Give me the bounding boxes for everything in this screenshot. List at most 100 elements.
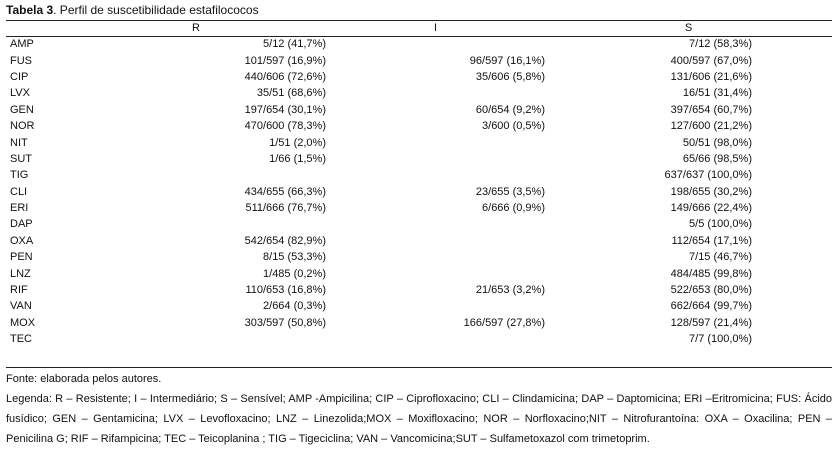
s-cell: 522/653 (80,0%) — [670, 284, 752, 297]
drug-cell: OXA — [10, 234, 34, 247]
s-cell: 662/664 (99,7%) — [670, 300, 752, 313]
i-cell — [326, 249, 545, 265]
r-cell: 1/51 (2,0%) — [269, 136, 326, 149]
r-cell: 110/653 (16,8%) — [245, 284, 326, 297]
i-cell — [326, 36, 545, 52]
r-cell — [66, 216, 326, 232]
drug-cell: TEC — [10, 333, 32, 346]
s-cell: 7/15 (46,7%) — [689, 251, 752, 264]
table-row: NOR 470/600 (78,3%) 3/600 (0,5%) 127/600 (2… — [6, 118, 832, 134]
s-cell: 484/485 (99,8%) — [670, 267, 752, 280]
s-cell: 637/637 (100,0%) — [664, 169, 752, 182]
r-cell: 5/12 (41,7%) — [263, 38, 326, 51]
drug-cell: TIG — [10, 169, 29, 182]
s-cell: 5/5 (100,0%) — [689, 218, 752, 231]
drug-cell: PEN — [10, 251, 33, 264]
r-cell: 197/654 (30,1%) — [244, 103, 326, 116]
table-row: TIG 637/637 (100,0%) — [6, 167, 832, 183]
drug-cell: AMP — [10, 38, 34, 51]
drug-cell: GEN — [10, 103, 34, 116]
i-cell — [326, 298, 545, 314]
s-cell: 7/12 (58,3%) — [689, 38, 752, 51]
r-cell: 2/664 (0,3%) — [263, 300, 326, 313]
s-cell: 112/654 (17,1%) — [671, 234, 752, 247]
drug-cell: LVX — [10, 87, 30, 100]
r-cell — [66, 331, 326, 347]
r-cell: 542/654 (82,9%) — [244, 234, 326, 247]
r-cell: 303/597 (50,8%) — [244, 316, 326, 329]
i-cell — [326, 331, 545, 347]
column-header-s: S — [684, 22, 693, 34]
r-cell: 35/51 (68,6%) — [256, 87, 326, 100]
i-cell — [326, 151, 545, 167]
s-cell: 16/51 (31,4%) — [682, 87, 752, 100]
table-row: SUT 1/66 (1,5%) 65/66 (98,5%) — [6, 151, 832, 167]
s-cell: 400/597 (67,0%) — [670, 54, 752, 67]
drug-cell: NIT — [10, 136, 28, 149]
table-row: TEC 7/7 (100,0%) — [6, 331, 832, 347]
i-cell — [326, 216, 545, 232]
i-cell: 166/597 (27,8%) — [463, 316, 545, 329]
table-row: CLI 434/655 (66,3%) 23/655 (3,5%) 198/655 (… — [6, 184, 832, 200]
s-cell: 127/600 (21,2%) — [670, 120, 752, 133]
table-row: CIP 440/606 (72,6%) 35/606 (5,8%) 131/606 (… — [6, 69, 832, 85]
table-row: ERI 511/666 (76,7%) 6/666 (0,9%) 149/666 (2… — [6, 200, 832, 216]
table-number: Tabela 3 — [6, 3, 54, 17]
s-cell: 65/66 (98,5%) — [682, 152, 752, 165]
r-cell: 1/485 (0,2%) — [263, 267, 326, 280]
bottom-rule — [6, 367, 832, 368]
r-cell: 470/600 (78,3%) — [244, 120, 326, 133]
table-row: DAP 5/5 (100,0%) — [6, 216, 832, 232]
table-title: . Perfil de suscetibilidade estafilococo… — [53, 3, 259, 17]
drug-cell: DAP — [10, 218, 33, 231]
s-cell: 149/666 (22,4%) — [670, 202, 752, 215]
drug-cell: RIF — [10, 284, 28, 297]
table-caption: Tabela 3. Perfil de suscetibilidade esta… — [6, 3, 259, 18]
i-cell: 23/655 (3,5%) — [475, 185, 545, 198]
column-header-i: I — [433, 22, 438, 34]
r-cell: 440/606 (72,6%) — [244, 70, 326, 83]
i-cell — [326, 233, 545, 249]
header-rule — [6, 36, 832, 37]
drug-cell: LNZ — [10, 267, 31, 280]
table-row: MOX 303/597 (50,8%) 166/597 (27,8%) 128/597… — [6, 315, 832, 331]
r-cell: 1/66 (1,5%) — [269, 152, 326, 165]
r-cell: 434/655 (66,3%) — [244, 185, 326, 198]
s-cell: 131/606 (21,6%) — [670, 70, 752, 83]
r-cell: 8/15 (53,3%) — [263, 251, 326, 264]
i-cell: 3/600 (0,5%) — [482, 120, 545, 133]
s-cell: 128/597 (21,4%) — [670, 316, 752, 329]
table-row: AMP 5/12 (41,7%) 7/12 (58,3%) — [6, 36, 832, 52]
r-cell: 101/597 (16,9%) — [244, 54, 326, 67]
drug-cell: ERI — [10, 202, 29, 215]
header-row: R I S — [6, 21, 832, 36]
drug-cell: NOR — [10, 120, 35, 133]
table-row: OXA 542/654 (82,9%) 112/654 (17,1%) — [6, 233, 832, 249]
table-row: LVX 35/51 (68,6%) 16/51 (31,4%) — [6, 85, 832, 101]
i-cell — [326, 167, 545, 183]
s-cell: 397/654 (60,7%) — [670, 103, 752, 116]
drug-cell: CLI — [10, 185, 28, 198]
i-cell — [326, 134, 545, 150]
table-row: FUS 101/597 (16,9%) 96/597 (16,1%) 400/597 … — [6, 52, 832, 68]
i-cell: 35/606 (5,8%) — [475, 70, 545, 83]
r-cell: 511/666 (76,7%) — [245, 202, 326, 215]
table-source: Fonte: elaborada pelos autores. — [6, 373, 162, 385]
table-row: NIT 1/51 (2,0%) 50/51 (98,0%) — [6, 134, 832, 150]
i-cell: 96/597 (16,1%) — [469, 54, 545, 67]
column-header-r: R — [192, 22, 200, 34]
susceptibility-table: R I S AMP 5/12 (41,7%) 7/12 (58,3%) FUS 101/… — [6, 21, 832, 347]
s-cell: 7/7 (100,0%) — [689, 333, 752, 346]
i-cell: 60/654 (9,2%) — [475, 103, 545, 116]
table-row: RIF 110/653 (16,8%) 21/653 (3,2%) 522/653 (… — [6, 282, 832, 298]
table-row: VAN 2/664 (0,3%) 662/664 (99,7%) — [6, 298, 832, 314]
s-cell: 50/51 (98,0%) — [682, 136, 752, 149]
table-row: LNZ 1/485 (0,2%) 484/485 (99,8%) — [6, 265, 832, 281]
drug-cell: MOX — [10, 316, 36, 329]
i-cell — [326, 265, 545, 281]
drug-cell: SUT — [10, 152, 32, 165]
i-cell — [326, 85, 545, 101]
table-legend: Legenda: R – Resistente; I – Intermediár… — [6, 393, 832, 445]
top-rule — [6, 20, 832, 21]
s-cell: 198/655 (30,2%) — [670, 185, 752, 198]
